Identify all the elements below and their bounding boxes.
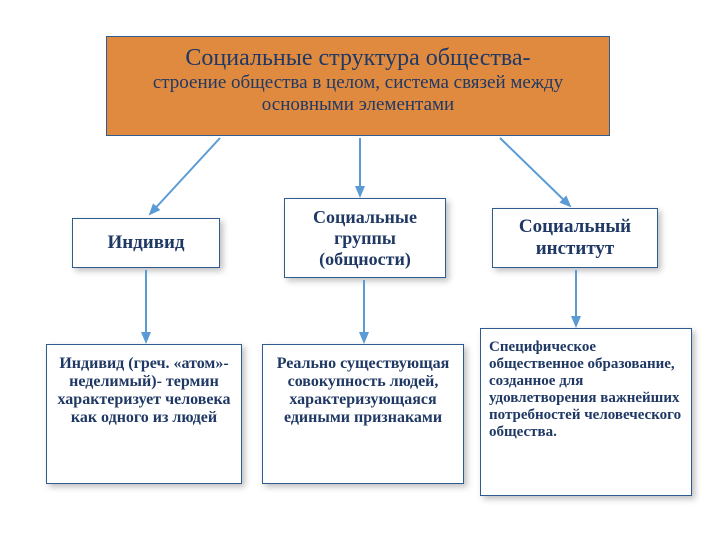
child-groups: Социальные группы (общности) [284,198,446,278]
child-institute: Социальный институт [492,208,658,268]
desc-groups-text: Реально существующая совокупность людей,… [277,355,450,426]
child-individ-label: Индивид [107,232,184,254]
desc-individ: Индивид (греч. «атом»- неделимый)- терми… [46,344,242,484]
child-institute-label: Социальный институт [499,216,651,260]
root-box: Социальные структура общества- строение … [106,36,610,136]
child-individ: Индивид [72,218,220,268]
child-groups-label: Социальные группы (общности) [291,207,439,270]
desc-institute: Специфическое общественное образование, … [480,328,692,496]
root-title: Социальные структура общества- [121,45,595,72]
desc-groups: Реально существующая совокупность людей,… [262,344,464,484]
desc-individ-text: Индивид (греч. «атом»- неделимый)- терми… [58,355,231,426]
desc-institute-text: Специфическое общественное образование, … [489,339,681,440]
root-subtitle: строение общества в целом, система связе… [121,72,595,116]
